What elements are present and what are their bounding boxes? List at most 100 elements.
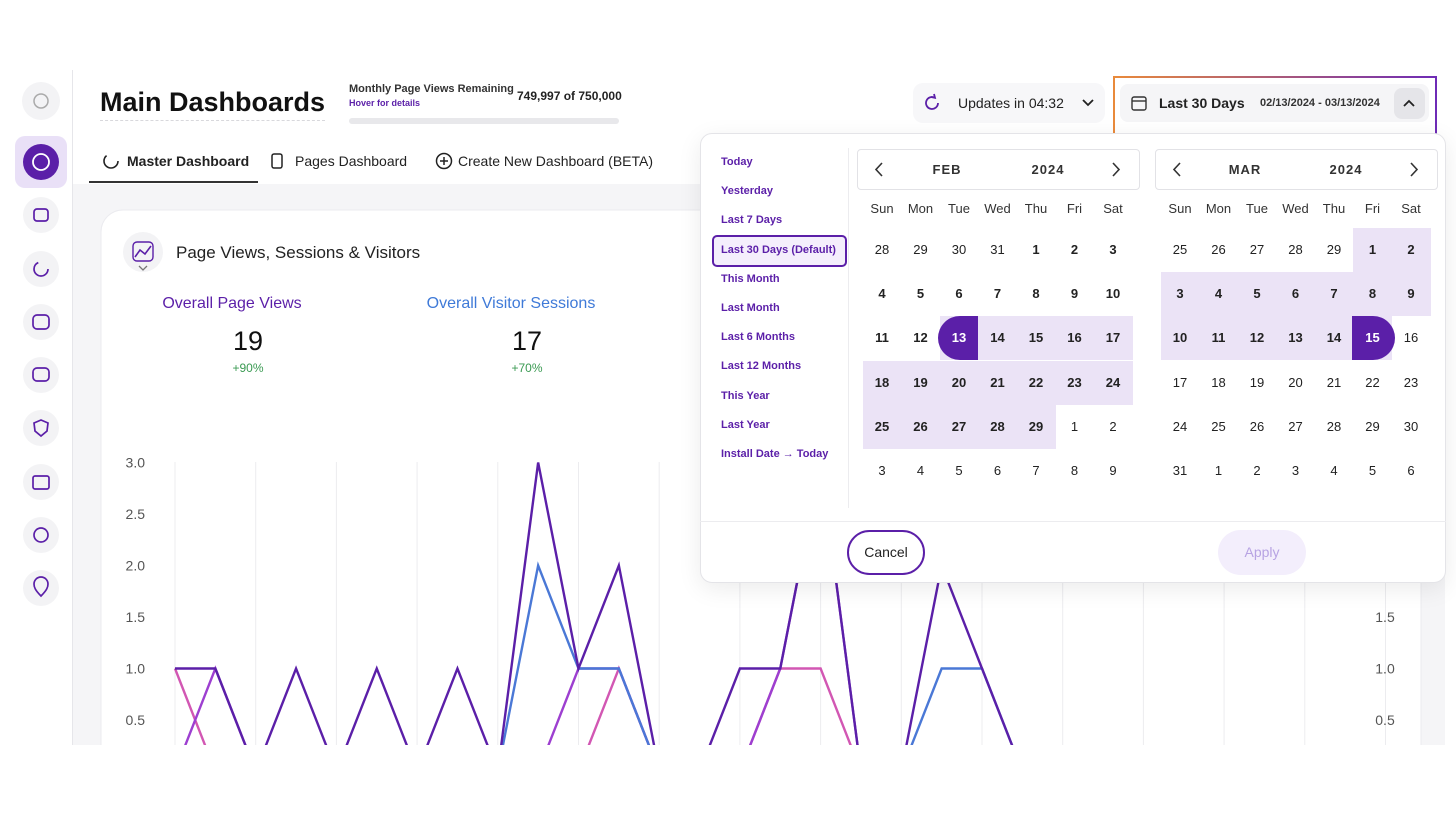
- day[interactable]: 9: [1070, 286, 1079, 302]
- day[interactable]: 3: [1109, 242, 1117, 257]
- month-nav[interactable]: [1155, 149, 1438, 190]
- day[interactable]: 23: [1067, 374, 1082, 390]
- day[interactable]: 25: [1172, 242, 1188, 257]
- day[interactable]: 16: [1067, 330, 1082, 346]
- day[interactable]: 1: [1368, 242, 1377, 257]
- day[interactable]: 9: [1109, 463, 1117, 478]
- day[interactable]: 27: [951, 418, 967, 434]
- day[interactable]: 6: [1291, 286, 1300, 302]
- preset[interactable]: This Month: [721, 272, 780, 285]
- day[interactable]: 3: [1176, 286, 1184, 302]
- day[interactable]: 7: [993, 286, 1002, 302]
- day[interactable]: 30: [951, 242, 967, 257]
- nav-item[interactable]: [23, 357, 59, 393]
- day[interactable]: 28: [990, 418, 1005, 434]
- day[interactable]: 19: [1249, 374, 1265, 390]
- preset[interactable]: Last 7 Days: [721, 214, 783, 227]
- day[interactable]: 2: [1407, 242, 1415, 257]
- day[interactable]: 29: [1326, 242, 1342, 257]
- day[interactable]: 4: [916, 463, 925, 478]
- tab[interactable]: Pages Dashboard: [295, 153, 408, 169]
- day[interactable]: 10: [1172, 330, 1188, 346]
- apply-button[interactable]: Apply: [1218, 530, 1306, 575]
- day[interactable]: 2: [1253, 463, 1261, 478]
- cancel-button[interactable]: Cancel: [847, 530, 925, 575]
- day[interactable]: 6: [1407, 463, 1415, 478]
- day[interactable]: 1: [1032, 242, 1040, 257]
- preset[interactable]: Yesterday: [721, 185, 773, 198]
- day[interactable]: 7: [1032, 463, 1040, 478]
- updates-button[interactable]: [913, 83, 1105, 123]
- day[interactable]: 15: [1365, 330, 1380, 346]
- nav-item[interactable]: [23, 251, 59, 287]
- day[interactable]: 5: [955, 463, 963, 478]
- day[interactable]: 2: [1070, 242, 1079, 257]
- day[interactable]: 26: [1211, 242, 1226, 257]
- day[interactable]: 15: [1028, 330, 1044, 346]
- tab[interactable]: Master Dashboard: [127, 153, 250, 169]
- day[interactable]: 6: [993, 463, 1002, 478]
- date-range-button[interactable]: [1120, 84, 1429, 122]
- day[interactable]: 13: [951, 330, 967, 346]
- preset[interactable]: Last 6 Months: [721, 331, 795, 344]
- day[interactable]: 1: [1214, 463, 1223, 478]
- day[interactable]: 11: [875, 330, 889, 346]
- month-nav[interactable]: [857, 149, 1140, 190]
- day[interactable]: 26: [913, 418, 928, 434]
- day[interactable]: 4: [1330, 463, 1338, 478]
- day[interactable]: 7: [1330, 286, 1338, 302]
- day[interactable]: 24: [1172, 418, 1188, 434]
- day[interactable]: 28: [1326, 418, 1342, 434]
- day[interactable]: 3: [1291, 463, 1300, 478]
- nav-item[interactable]: [23, 517, 59, 553]
- nav-item[interactable]: [23, 304, 59, 340]
- day[interactable]: 3: [878, 463, 886, 478]
- day[interactable]: 8: [1070, 463, 1079, 478]
- day[interactable]: 19: [913, 374, 928, 390]
- day[interactable]: 9: [1407, 286, 1415, 302]
- day[interactable]: 10: [1105, 286, 1121, 302]
- day[interactable]: 23: [1403, 374, 1419, 390]
- quota-hint[interactable]: Hover for details: [349, 98, 421, 108]
- day[interactable]: 4: [878, 286, 886, 302]
- preset[interactable]: Last Month: [721, 302, 780, 314]
- day[interactable]: 17: [1172, 374, 1188, 390]
- day[interactable]: 29: [1028, 418, 1044, 434]
- day[interactable]: 11: [1211, 330, 1226, 346]
- date-range-toggle[interactable]: [1394, 88, 1425, 119]
- tab[interactable]: Create New Dashboard (BETA): [458, 153, 654, 169]
- day[interactable]: 16: [1403, 330, 1419, 346]
- day[interactable]: 21: [990, 374, 1005, 390]
- day[interactable]: 14: [990, 330, 1005, 346]
- day[interactable]: 8: [1368, 286, 1377, 302]
- day[interactable]: 25: [874, 418, 890, 434]
- day[interactable]: 14: [1326, 330, 1342, 346]
- preset[interactable]: Last Year: [721, 418, 770, 431]
- nav-item[interactable]: [23, 464, 59, 500]
- preset[interactable]: Last 12 Months: [721, 360, 802, 373]
- day[interactable]: 12: [1249, 330, 1265, 346]
- day[interactable]: 22: [1365, 374, 1380, 390]
- day[interactable]: 25: [1211, 418, 1226, 434]
- nav-dashboard[interactable]: [23, 144, 59, 180]
- day[interactable]: 30: [1403, 418, 1419, 434]
- nav-item[interactable]: [23, 410, 59, 446]
- day[interactable]: 18: [1211, 374, 1226, 390]
- day[interactable]: 5: [1253, 286, 1261, 302]
- day[interactable]: 2: [1109, 418, 1117, 434]
- day[interactable]: 21: [1326, 374, 1342, 390]
- nav-collapse[interactable]: [22, 82, 60, 120]
- day[interactable]: 8: [1032, 286, 1040, 302]
- nav-item[interactable]: [23, 570, 59, 606]
- preset[interactable]: Install Date → Today: [721, 448, 829, 460]
- preset[interactable]: Last 30 Days (Default): [721, 243, 836, 256]
- preset[interactable]: Today: [721, 156, 753, 168]
- day[interactable]: 29: [1365, 418, 1380, 434]
- day[interactable]: 5: [1368, 463, 1377, 478]
- preset[interactable]: This Year: [721, 389, 770, 402]
- day[interactable]: 31: [1172, 463, 1188, 478]
- day[interactable]: 17: [1105, 330, 1121, 346]
- day[interactable]: 18: [874, 374, 890, 390]
- day[interactable]: 28: [1288, 242, 1303, 257]
- day[interactable]: 28: [874, 242, 890, 257]
